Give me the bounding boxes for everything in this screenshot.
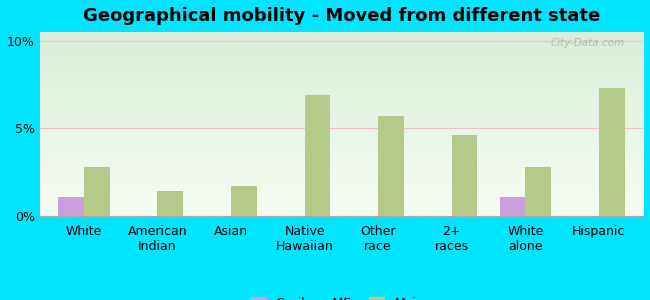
- Bar: [231, 186, 257, 216]
- Bar: [525, 167, 551, 216]
- Bar: [157, 191, 183, 216]
- Text: City-Data.com: City-Data.com: [551, 38, 625, 48]
- Bar: [500, 197, 525, 216]
- Legend: Caribou, ME, Maine: Caribou, ME, Maine: [246, 292, 437, 300]
- Bar: [452, 135, 478, 216]
- Bar: [378, 116, 404, 216]
- Bar: [599, 88, 625, 216]
- Bar: [84, 167, 110, 216]
- Bar: [305, 95, 330, 216]
- Title: Geographical mobility - Moved from different state: Geographical mobility - Moved from diffe…: [83, 7, 600, 25]
- Bar: [58, 197, 84, 216]
